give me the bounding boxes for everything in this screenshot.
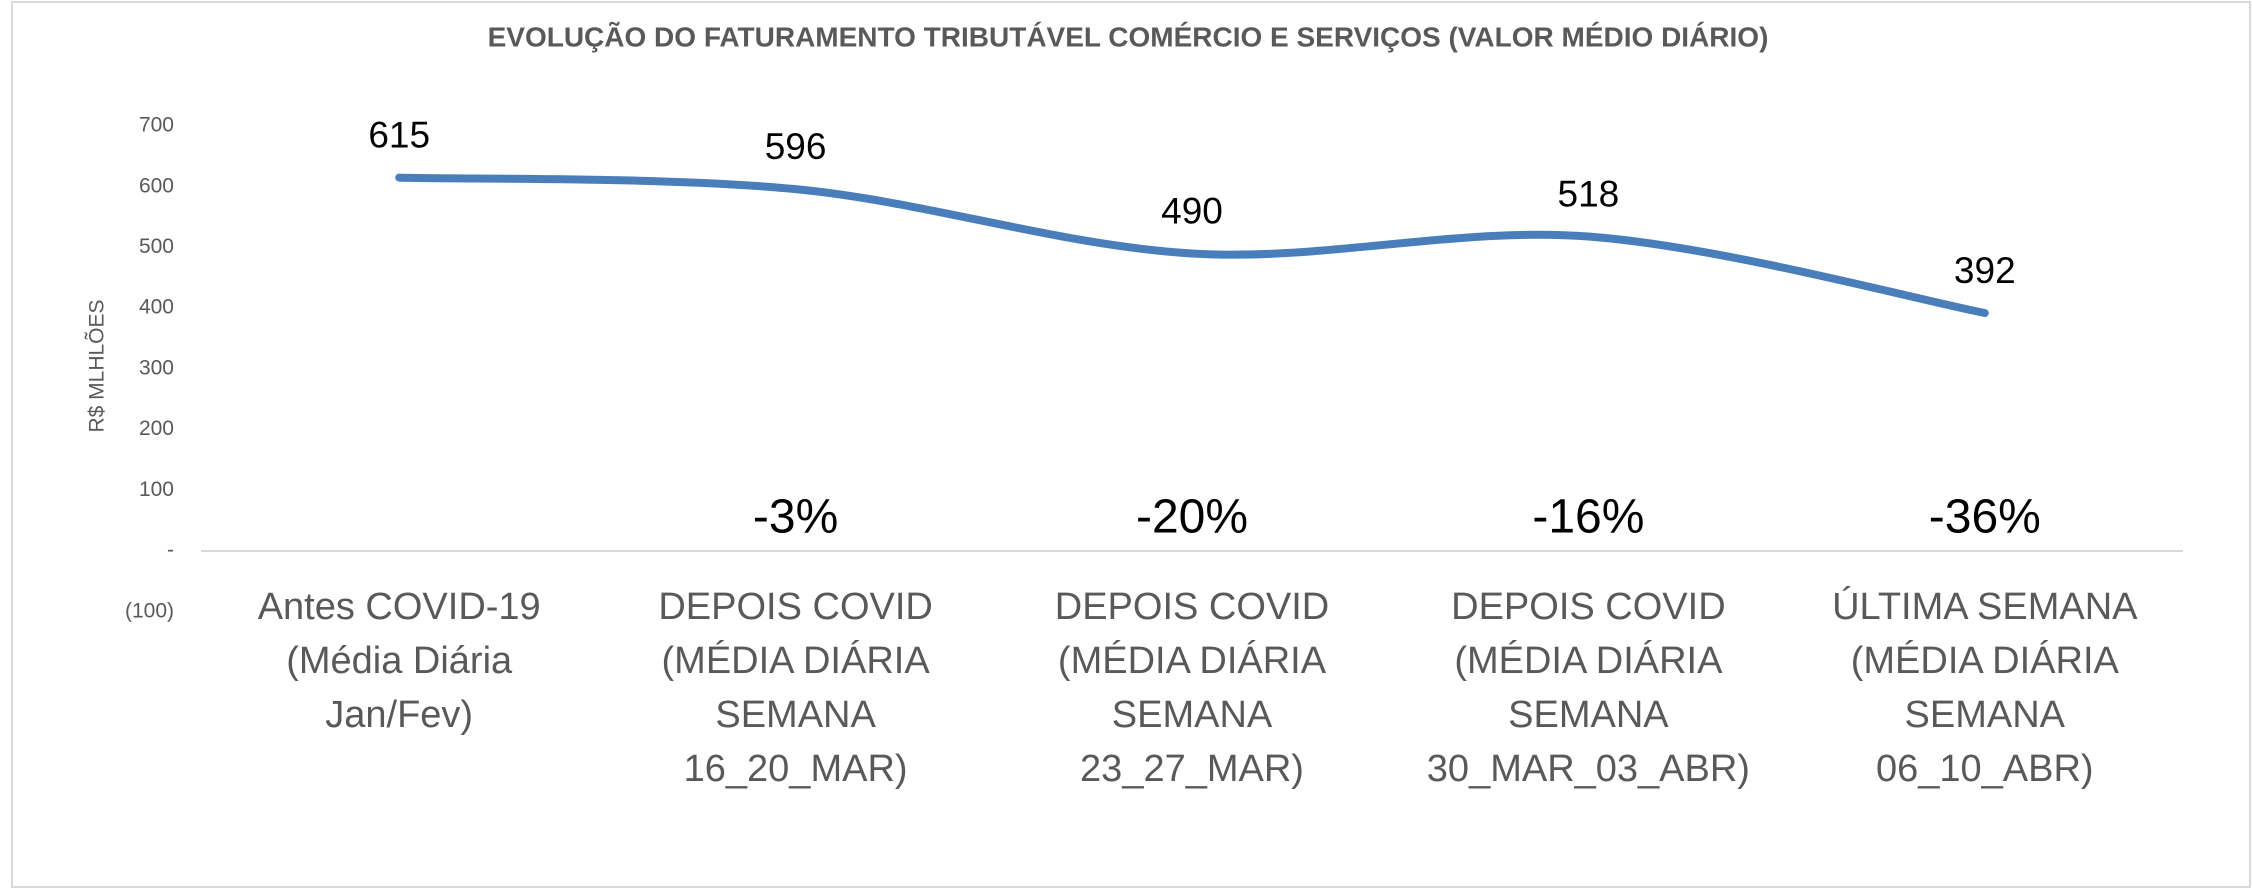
x-tick-label: DEPOIS COVID (MÉDIA DIÁRIA SEMANA 23_27_… [1054,586,1330,790]
x-tick-label: DEPOIS COVID (MÉDIA DIÁRIA SEMANA 16_20_… [658,586,933,790]
x-tick-label: Antes COVID-19 (Média Diária Jan/Fev) [257,586,541,736]
chart-border [11,1,2251,888]
data-label: 596 [765,126,827,167]
y-tick-label: 300 [139,356,174,379]
y-tick-label: (100) [125,599,174,622]
y-axis-label: R$ MLHLÕES [85,299,109,432]
line-series [395,173,1989,317]
x-tick-label: ÚLTIMA SEMANA (MÉDIA DIÁRIA SEMANA 06_10… [1832,586,2138,790]
data-label: 490 [1161,190,1223,231]
x-tick-label: DEPOIS COVID (MÉDIA DIÁRIA SEMANA 30_MAR… [1426,586,1750,790]
annotation: -3% [753,491,838,544]
y-tick-label: 400 [139,296,174,319]
data-label: 615 [368,114,430,155]
chart-title: EVOLUÇÃO DO FATURAMENTO TRIBUTÁVEL COMÉR… [488,21,1769,52]
y-tick-label: 200 [139,417,174,440]
y-tick-label: 100 [139,478,174,501]
data-label: 392 [1954,250,2016,291]
y-tick-label: 500 [139,235,174,258]
y-tick-label: 700 [139,114,174,137]
annotation: -16% [1532,491,1644,544]
annotation: -36% [1929,491,2041,544]
y-tick-label: - [167,539,174,562]
annotation: -20% [1136,491,1248,544]
data-label: 518 [1558,173,1620,214]
y-tick-label: 600 [139,174,174,197]
